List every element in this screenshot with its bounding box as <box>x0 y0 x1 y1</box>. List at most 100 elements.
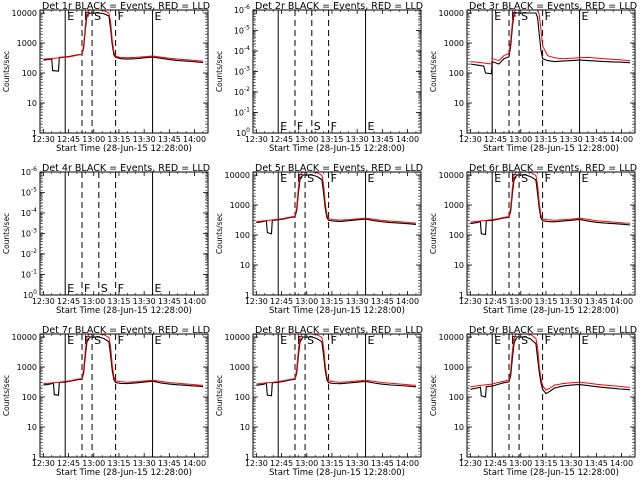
x-tick-label: 13:15 <box>107 459 130 468</box>
plot-frame <box>252 171 422 296</box>
chart-title: Det 1r BLACK = Events, RED = LLD <box>42 1 210 12</box>
x-tick-label: 13:15 <box>534 459 557 468</box>
subplot-det-3: Det 3r BLACK = Events, RED = LLD 12:30 12:… <box>429 1 637 154</box>
y-tick-label: 100 <box>236 127 250 138</box>
y-tick-label: 1 <box>245 291 250 300</box>
y-tick-label: 10 <box>240 423 250 432</box>
chart-title: Det 9r BLACK = Events, RED = LLD <box>469 325 637 336</box>
event-line-label: E <box>582 10 589 23</box>
x-tick-label: 13:45 <box>158 459 181 468</box>
event-line-label: E <box>494 10 501 23</box>
y-tick-label: 1 <box>459 129 464 138</box>
x-tick-label: 14:00 <box>610 135 633 144</box>
x-tick-label: 12:45 <box>57 297 80 306</box>
x-axis-label: Start Time (28-Jun-15 12:28:00) <box>56 306 192 316</box>
x-tick-label: 13:45 <box>585 459 608 468</box>
y-tick-label: 1000 <box>230 201 250 210</box>
event-line-label: F <box>331 120 337 133</box>
event-line-label: F <box>331 334 337 347</box>
series-events-line <box>470 12 631 75</box>
series-group <box>256 334 417 397</box>
y-tick-label: 10 <box>240 261 250 270</box>
x-tick-label: 14:00 <box>396 297 419 306</box>
chart-title: Det 3r BLACK = Events, RED = LLD <box>469 1 637 12</box>
x-tick-label: 13:00 <box>295 459 318 468</box>
y-tick-label: 10-4 <box>21 207 37 218</box>
x-tick-label: 13:45 <box>371 135 394 144</box>
chart-title: Det 2r BLACK = Events, RED = LLD <box>255 1 423 12</box>
x-tick-label: 13:15 <box>320 135 343 144</box>
series-events-line <box>43 336 204 396</box>
event-line-label: E <box>368 120 375 133</box>
x-axis-label: Start Time (28-Jun-15 12:28:00) <box>483 468 619 478</box>
x-tick-label: 13:15 <box>107 135 130 144</box>
x-tick-label: 14:00 <box>396 135 419 144</box>
y-tick-label: 100 <box>449 69 464 78</box>
event-line-label: S <box>521 334 528 347</box>
event-line-label: E <box>368 172 375 185</box>
event-line-label: F <box>118 282 124 295</box>
y-tick-exponent: -5 <box>244 25 250 32</box>
y-tick-label: 10 <box>454 99 464 108</box>
event-line-label: E <box>368 334 375 347</box>
x-axis-label: Start Time (28-Jun-15 12:28:00) <box>483 306 619 316</box>
y-axis-label: Counts/sec <box>215 213 224 254</box>
plot-frame <box>39 9 209 134</box>
y-tick-label: 10 <box>454 261 464 270</box>
plot-frame <box>39 333 209 458</box>
event-line-label: E <box>155 282 162 295</box>
plot-frame <box>466 333 636 458</box>
event-line-label: S <box>521 10 528 23</box>
y-tick-label: 1 <box>32 129 37 138</box>
event-line-label: S <box>314 120 321 133</box>
y-tick-label: 1000 <box>17 39 37 48</box>
x-tick-label: 14:00 <box>183 459 206 468</box>
x-tick-label: 12:30 <box>459 135 482 144</box>
x-axis-label: Start Time (28-Jun-15 12:28:00) <box>269 306 405 316</box>
event-line-label: E <box>582 334 589 347</box>
event-line-label: S <box>101 282 108 295</box>
series-events-line <box>256 174 417 235</box>
y-tick-exponent: -5 <box>31 187 37 194</box>
x-tick-label: 14:00 <box>183 135 206 144</box>
y-tick-label: 1000 <box>444 201 464 210</box>
y-tick-label: 1 <box>32 453 37 462</box>
y-tick-label: 10000 <box>439 9 464 18</box>
y-tick-label: 1000 <box>17 363 37 372</box>
plot-frame <box>39 171 209 296</box>
y-tick-exponent: -1 <box>244 107 250 114</box>
x-tick-label: 12:45 <box>270 297 293 306</box>
x-tick-label: 12:45 <box>57 135 80 144</box>
event-line-label: E <box>582 172 589 185</box>
x-tick-label: 12:45 <box>484 459 507 468</box>
event-line-label: F <box>545 10 551 23</box>
event-line-label: F <box>118 10 124 23</box>
subplot-det-4: Det 4r BLACK = Events, RED = LLD 12:30 12:… <box>2 163 210 316</box>
event-line-label: E <box>67 10 74 23</box>
y-tick-label: 1 <box>459 453 464 462</box>
y-tick-label: 1 <box>245 453 250 462</box>
x-tick-label: 13:30 <box>346 297 369 306</box>
x-tick-label: 13:00 <box>509 297 532 306</box>
x-tick-label: 13:15 <box>107 297 130 306</box>
y-tick-label: 10-5 <box>21 187 37 198</box>
series-group <box>470 172 631 236</box>
series-lld-line <box>256 334 417 386</box>
y-tick-label: 100 <box>235 231 250 240</box>
event-line-label: E <box>155 334 162 347</box>
x-tick-label: 12:30 <box>32 135 55 144</box>
y-tick-label: 10-2 <box>21 248 37 259</box>
x-tick-label: 13:30 <box>560 135 583 144</box>
y-tick-exponent: -6 <box>31 166 37 173</box>
y-tick-label: 10000 <box>12 333 37 342</box>
x-tick-label: 13:45 <box>585 135 608 144</box>
chart-title: Det 7r BLACK = Events, RED = LLD <box>42 325 210 336</box>
y-tick-exponent: -3 <box>244 66 250 73</box>
x-tick-label: 12:45 <box>270 459 293 468</box>
y-tick-label: 10000 <box>225 333 250 342</box>
x-tick-label: 12:45 <box>270 135 293 144</box>
y-tick-label: 10-4 <box>234 45 250 56</box>
event-line-label: S <box>94 334 101 347</box>
y-tick-label: 10-1 <box>234 107 250 118</box>
